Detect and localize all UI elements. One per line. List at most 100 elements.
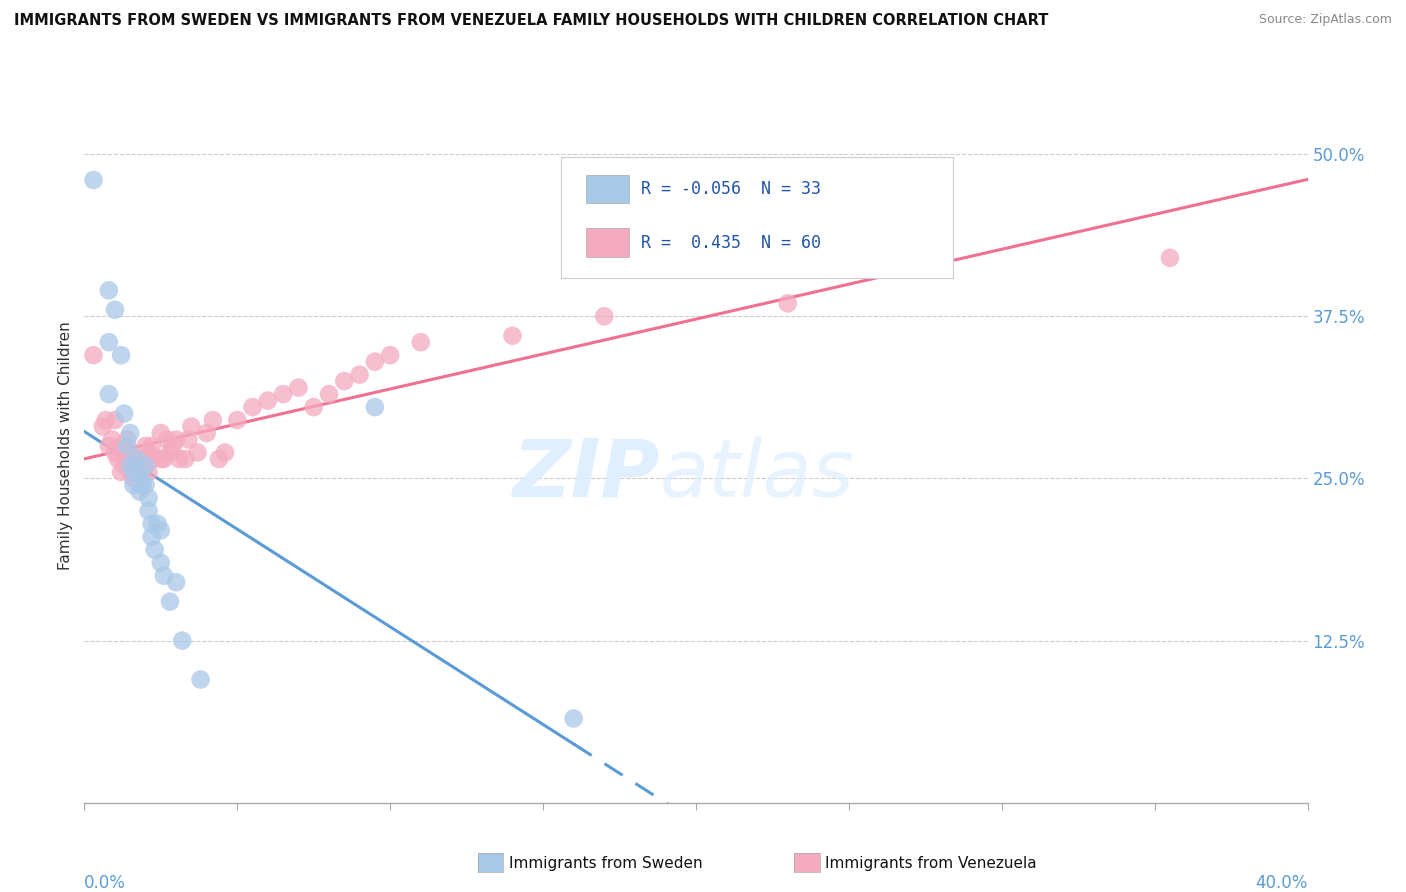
Point [97, 387, 120, 401]
Point [141, 530, 163, 544]
Text: R = -0.056  N = 33: R = -0.056 N = 33 [641, 180, 821, 198]
Point [159, 595, 181, 609]
Point [153, 452, 176, 467]
Point [257, 393, 280, 408]
Point [115, 433, 138, 447]
Point [125, 452, 148, 467]
Point [226, 413, 249, 427]
Point [177, 433, 200, 447]
Text: Immigrants from Venezuela: Immigrants from Venezuela [825, 856, 1038, 871]
Text: R =  0.435  N = 60: R = 0.435 N = 60 [641, 234, 821, 252]
Point [122, 458, 145, 473]
Point [364, 354, 387, 368]
Point [120, 458, 142, 473]
Text: ZIP: ZIP [512, 435, 659, 514]
Point [97, 335, 120, 350]
Point [128, 465, 150, 479]
Point [138, 491, 160, 505]
Point [502, 328, 524, 343]
Point [131, 478, 153, 492]
Point [110, 439, 132, 453]
Point [271, 387, 294, 401]
Point [122, 478, 145, 492]
Text: Immigrants from Sweden: Immigrants from Sweden [509, 856, 703, 871]
Point [104, 445, 127, 459]
Point [165, 575, 187, 590]
Y-axis label: Family Households with Children: Family Households with Children [58, 322, 73, 570]
Point [131, 471, 153, 485]
Point [180, 419, 202, 434]
Point [242, 400, 264, 414]
Point [149, 556, 172, 570]
Point [214, 445, 236, 459]
Point [115, 452, 138, 467]
Point [409, 335, 432, 350]
Point [208, 452, 231, 467]
Point [94, 413, 117, 427]
Point [1159, 251, 1181, 265]
Point [104, 413, 127, 427]
Point [110, 348, 132, 362]
Point [97, 439, 120, 453]
Point [165, 433, 187, 447]
Point [122, 465, 145, 479]
Text: 0.0%: 0.0% [84, 874, 127, 892]
Point [333, 374, 356, 388]
Point [146, 516, 169, 531]
Point [593, 310, 616, 324]
Point [318, 387, 340, 401]
Point [101, 433, 124, 447]
Point [83, 173, 105, 187]
Point [141, 452, 163, 467]
Point [112, 407, 135, 421]
Point [287, 381, 309, 395]
Point [135, 458, 157, 473]
Point [190, 673, 212, 687]
Point [112, 445, 135, 459]
Point [195, 425, 218, 440]
Point [104, 302, 127, 317]
Bar [586, 175, 628, 203]
Point [97, 283, 120, 297]
Point [128, 465, 150, 479]
Point [107, 452, 129, 467]
Point [135, 478, 157, 492]
Point [135, 439, 157, 453]
Point [149, 425, 172, 440]
Point [776, 296, 799, 310]
Point [186, 445, 208, 459]
Point [128, 484, 150, 499]
Point [149, 524, 172, 538]
Text: atlas: atlas [659, 435, 853, 514]
Bar [586, 228, 628, 257]
Point [302, 400, 325, 414]
Point [364, 400, 387, 414]
Point [135, 458, 157, 473]
Text: IMMIGRANTS FROM SWEDEN VS IMMIGRANTS FROM VENEZUELA FAMILY HOUSEHOLDS WITH CHILD: IMMIGRANTS FROM SWEDEN VS IMMIGRANTS FRO… [14, 13, 1049, 29]
Point [380, 348, 402, 362]
Point [83, 348, 105, 362]
Point [159, 445, 181, 459]
Point [162, 439, 184, 453]
Point [138, 504, 160, 518]
Point [115, 439, 138, 453]
Text: Source: ZipAtlas.com: Source: ZipAtlas.com [1258, 13, 1392, 27]
Point [149, 452, 172, 467]
Point [143, 542, 166, 557]
FancyBboxPatch shape [561, 157, 953, 278]
Point [156, 433, 179, 447]
Text: 40.0%: 40.0% [1256, 874, 1308, 892]
Point [153, 568, 176, 582]
Point [349, 368, 371, 382]
Point [120, 445, 142, 459]
Point [141, 516, 163, 531]
Point [167, 452, 190, 467]
Point [112, 458, 135, 473]
Point [141, 439, 163, 453]
Point [91, 419, 114, 434]
Point [125, 452, 148, 467]
Point [201, 413, 224, 427]
Point [110, 465, 132, 479]
Point [120, 425, 142, 440]
Point [122, 471, 145, 485]
